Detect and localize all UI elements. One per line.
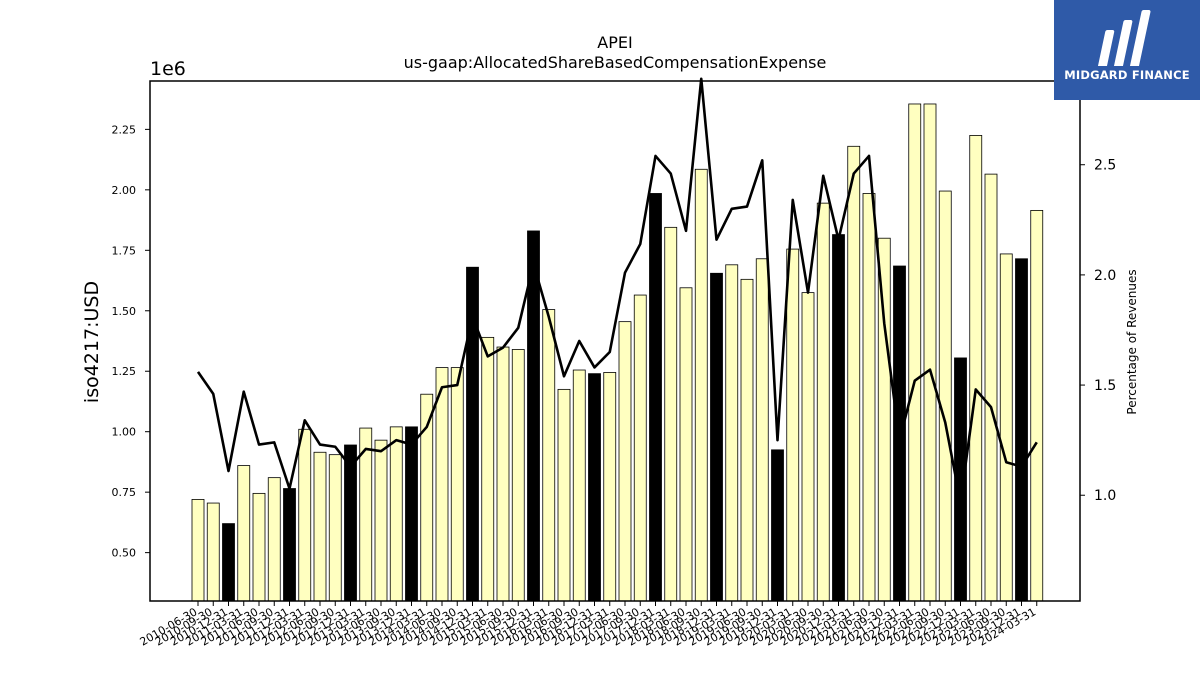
y-tick-label: 2.25 bbox=[112, 123, 137, 136]
y2-ticks-group: 1.0 1.5 2.0 2.5 bbox=[1080, 158, 1116, 504]
bar bbox=[328, 454, 342, 602]
y-tick-label: 0.50 bbox=[112, 547, 137, 560]
bar bbox=[618, 321, 632, 602]
percentage-line bbox=[196, 77, 1038, 504]
bar bbox=[771, 449, 784, 602]
bar bbox=[237, 465, 251, 602]
bar bbox=[557, 388, 571, 602]
logo-text: MIDGARD FINANCE bbox=[1064, 68, 1190, 82]
bar bbox=[511, 349, 525, 602]
bar bbox=[710, 272, 723, 602]
y-tick-label: 2.00 bbox=[112, 184, 137, 197]
bar bbox=[862, 193, 876, 602]
bar bbox=[542, 309, 556, 602]
bar bbox=[786, 248, 800, 602]
bar bbox=[283, 488, 296, 602]
y2-tick-label: 1.5 bbox=[1094, 378, 1116, 394]
bar bbox=[847, 145, 861, 602]
chart-title: APEI bbox=[597, 33, 632, 52]
chart-subtitle: us-gaap:AllocatedShareBasedCompensationE… bbox=[404, 53, 827, 72]
bar bbox=[816, 202, 830, 602]
bar bbox=[1030, 209, 1044, 602]
bar bbox=[496, 346, 510, 602]
bar bbox=[832, 234, 845, 602]
bar bbox=[664, 226, 678, 602]
bar bbox=[344, 444, 357, 602]
bar bbox=[389, 426, 403, 602]
bar bbox=[633, 294, 647, 602]
bar bbox=[938, 190, 952, 602]
bar bbox=[191, 499, 205, 602]
bar bbox=[450, 367, 464, 602]
bar bbox=[435, 367, 449, 602]
y-tick-label: 1.75 bbox=[112, 244, 137, 257]
bar bbox=[877, 237, 891, 602]
bar bbox=[481, 336, 495, 602]
bar bbox=[649, 193, 662, 602]
y-axis-label: iso4217:USD bbox=[81, 281, 103, 403]
bar bbox=[969, 135, 983, 602]
bar bbox=[755, 258, 769, 602]
y-tick-label: 1.25 bbox=[112, 365, 137, 378]
bar bbox=[923, 103, 937, 602]
bar bbox=[405, 426, 418, 602]
y-tick-label: 0.75 bbox=[112, 486, 137, 499]
y2-tick-label: 1.0 bbox=[1094, 488, 1116, 504]
bars-group bbox=[191, 103, 1044, 602]
bar bbox=[984, 173, 998, 602]
y2-tick-label: 2.0 bbox=[1094, 268, 1116, 284]
bar bbox=[298, 428, 312, 602]
bar bbox=[908, 103, 922, 602]
bar bbox=[588, 373, 601, 602]
bar bbox=[801, 292, 815, 602]
y2-axis-label: Percentage of Revenues bbox=[1125, 269, 1139, 414]
y2-tick-label: 2.5 bbox=[1094, 158, 1116, 174]
bar bbox=[252, 492, 266, 602]
bar bbox=[222, 523, 235, 602]
y-tick-label: 1.00 bbox=[112, 426, 137, 439]
bar bbox=[603, 372, 617, 602]
bar bbox=[1015, 258, 1028, 602]
bar bbox=[206, 502, 220, 602]
y-tick-label: 1.50 bbox=[112, 305, 137, 318]
bar bbox=[740, 278, 754, 602]
y-ticks-group: 0.50 0.75 1.00 1.25 1.50 1.75 2.00 2.25 bbox=[112, 123, 150, 560]
bar bbox=[267, 477, 281, 602]
bar bbox=[999, 253, 1013, 602]
bar bbox=[374, 439, 388, 602]
bar bbox=[679, 287, 693, 602]
plot-frame bbox=[149, 80, 1081, 602]
bar bbox=[572, 369, 586, 602]
bar bbox=[313, 451, 327, 602]
midgard-finance-logo: MIDGARD FINANCE bbox=[1054, 0, 1200, 100]
bar bbox=[694, 168, 708, 602]
bar bbox=[725, 264, 739, 602]
y-offset-label: 1e6 bbox=[150, 58, 186, 80]
x-ticks-group: 2010-06-302010-09-302010-12-312011-03-31… bbox=[138, 601, 1038, 649]
logo-mark-icon bbox=[1097, 10, 1151, 66]
